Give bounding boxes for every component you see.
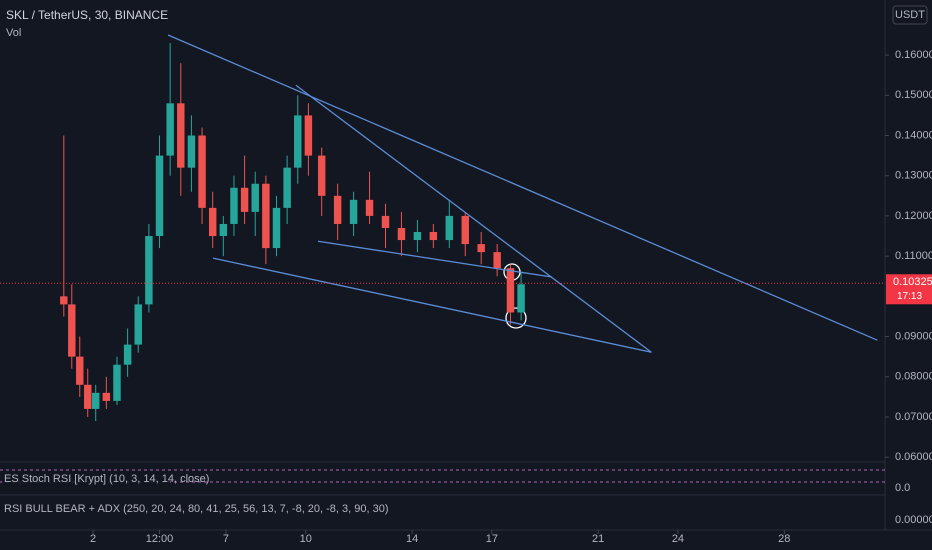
candle-body <box>413 232 422 241</box>
y-tick-label: 0.11000 <box>895 250 932 262</box>
candle-body <box>91 392 100 409</box>
countdown: 17:13 <box>897 291 922 302</box>
y-tick-label: 0.15000 <box>895 89 932 101</box>
trendline <box>295 84 652 353</box>
y-tick-label: 0.08000 <box>895 371 932 383</box>
y-tick-label: 0.13000 <box>895 170 932 182</box>
candle-body <box>283 167 291 208</box>
indicator-label: ES Stoch RSI [Krypt] (10, 3, 14, 14, clo… <box>4 473 209 485</box>
candle-body <box>208 207 217 237</box>
y-tick-label: 0.12000 <box>895 210 932 222</box>
candle-body <box>333 195 342 224</box>
trendline <box>212 257 652 353</box>
candle-body <box>113 364 121 401</box>
volume-label: Vol <box>6 27 21 39</box>
candle-body <box>517 284 525 313</box>
candle-body <box>177 103 185 168</box>
candle-body <box>187 135 196 168</box>
y-tick-label: 0.07000 <box>895 411 932 423</box>
candle-body <box>477 244 485 253</box>
candle-body <box>84 384 92 409</box>
candle-body <box>60 296 68 305</box>
candle-body <box>155 155 164 237</box>
y-tick-label: 0.09000 <box>895 330 932 342</box>
candle-body <box>317 155 326 196</box>
chart-title: SKL / TetherUS, 30, BINANCE <box>6 8 168 22</box>
candle-body <box>262 183 270 249</box>
y-tick-label: 0.16000 <box>895 49 932 61</box>
candle-body <box>381 215 390 228</box>
candle-body <box>134 304 142 345</box>
candle-body <box>493 252 501 269</box>
candle-body <box>219 223 228 237</box>
candle-body <box>349 199 358 224</box>
candle-body <box>102 392 111 401</box>
last-price-label: 0.10325 <box>893 276 932 288</box>
candle-body <box>76 356 84 385</box>
candle-body <box>251 183 259 212</box>
candle-body <box>445 215 454 241</box>
candle-body <box>397 227 406 241</box>
currency-box[interactable] <box>892 5 928 25</box>
x-tick-label: 12:00 <box>146 533 174 545</box>
candle-body <box>272 207 281 249</box>
indicator-label-bg <box>2 471 170 487</box>
trendline <box>317 240 553 278</box>
indicator-tick: 0.00000 <box>895 514 932 526</box>
y-tick-label: 0.14000 <box>895 129 932 141</box>
x-tick-label: 2 <box>90 533 96 545</box>
candle-body <box>294 115 302 168</box>
candle-body <box>240 187 249 212</box>
x-tick-label: 21 <box>592 533 604 545</box>
candle-body <box>123 344 132 365</box>
x-tick-label: 17 <box>486 533 498 545</box>
x-tick-label: 10 <box>300 533 312 545</box>
indicator-tick: 0.0 <box>895 482 910 494</box>
candle-body <box>304 115 313 156</box>
y-tick-label: 0.06000 <box>895 451 932 463</box>
candle-body <box>198 135 206 208</box>
candle-body <box>230 187 238 224</box>
x-tick-label: 24 <box>672 533 684 545</box>
last-price-box <box>886 274 932 305</box>
candle-body <box>68 304 76 357</box>
candle-body <box>506 268 515 313</box>
candle-body <box>461 215 469 245</box>
currency[interactable]: USDT <box>895 9 925 21</box>
annotation-circle <box>505 307 527 329</box>
indicator-label: RSI BULL BEAR + ADX (250, 20, 24, 80, 41… <box>4 503 389 515</box>
x-tick-label: 28 <box>778 533 790 545</box>
candle-body <box>145 236 153 305</box>
candle-body <box>166 103 174 156</box>
candle-body <box>429 232 438 241</box>
candle-body <box>365 199 374 216</box>
x-tick-label: 7 <box>223 533 229 545</box>
x-tick-label: 14 <box>406 533 418 545</box>
trendline <box>167 34 878 341</box>
